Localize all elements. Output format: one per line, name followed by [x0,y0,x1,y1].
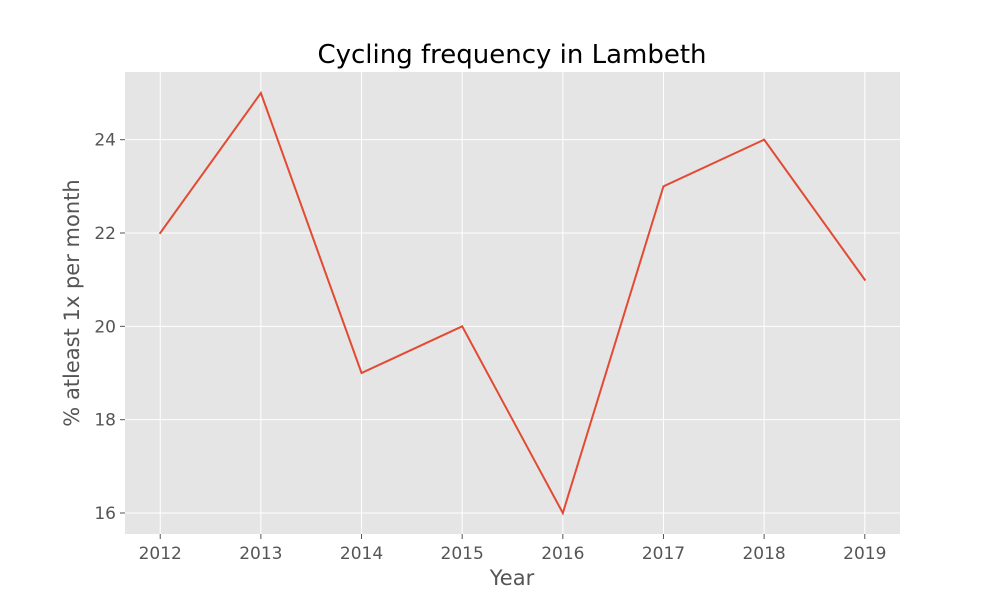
x-axis-label: Year [489,566,535,590]
y-tick-label: 16 [94,504,116,524]
x-tick-label: 2019 [843,544,886,564]
x-tick-label: 2013 [239,544,282,564]
x-axis-ticks: 2012 2013 2014 2015 2016 2017 2018 2019 [139,534,886,564]
grid-lines [125,72,900,534]
chart-title: Cycling frequency in Lambeth [317,40,706,70]
y-tick-label: 20 [94,317,116,337]
y-tick-label: 24 [94,131,116,151]
y-axis-label: % atleast 1x per month [60,179,84,426]
y-tick-label: 18 [94,411,116,431]
series-line [158,90,867,516]
x-tick-label: 2014 [340,544,383,564]
plot-area [125,72,900,534]
y-axis-ticks: 16 18 20 22 24 [94,131,125,524]
y-tick-label: 22 [94,224,116,244]
x-tick-label: 2016 [541,544,584,564]
x-tick-label: 2018 [742,544,785,564]
series-layer [158,90,867,516]
x-tick-label: 2015 [441,544,484,564]
x-tick-label: 2017 [642,544,685,564]
x-tick-label: 2012 [139,544,182,564]
